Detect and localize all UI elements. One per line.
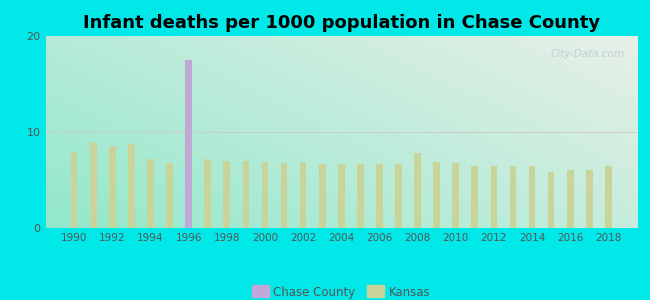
Bar — [414, 153, 421, 228]
Bar — [510, 166, 516, 228]
Bar — [242, 161, 249, 228]
Bar — [261, 162, 268, 228]
Bar — [528, 166, 536, 228]
Legend: Chase County, Kansas: Chase County, Kansas — [248, 283, 434, 300]
Bar — [357, 164, 363, 228]
Bar — [224, 161, 230, 228]
Bar — [452, 163, 459, 228]
Bar — [471, 166, 478, 228]
Bar — [204, 159, 211, 228]
Bar — [90, 142, 97, 228]
Bar — [319, 164, 326, 228]
Bar — [281, 163, 287, 228]
Bar — [605, 166, 612, 228]
Bar — [300, 162, 306, 228]
Bar — [586, 170, 593, 228]
Bar — [147, 159, 154, 228]
Bar — [376, 164, 383, 228]
Bar — [185, 60, 192, 228]
Bar — [109, 146, 116, 228]
Bar — [548, 172, 554, 228]
Bar — [567, 170, 573, 228]
Title: Infant deaths per 1000 population in Chase County: Infant deaths per 1000 population in Cha… — [83, 14, 600, 32]
Bar — [128, 143, 135, 228]
Bar — [491, 166, 497, 228]
Bar — [71, 152, 77, 228]
Bar — [185, 151, 192, 228]
Bar — [166, 163, 173, 228]
Text: City-Data.com: City-Data.com — [551, 50, 625, 59]
Bar — [338, 164, 344, 228]
Bar — [434, 162, 440, 228]
Bar — [395, 164, 402, 228]
